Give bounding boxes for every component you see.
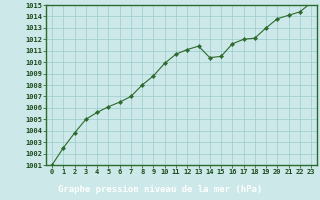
Text: Graphe pression niveau de la mer (hPa): Graphe pression niveau de la mer (hPa) — [58, 185, 262, 194]
